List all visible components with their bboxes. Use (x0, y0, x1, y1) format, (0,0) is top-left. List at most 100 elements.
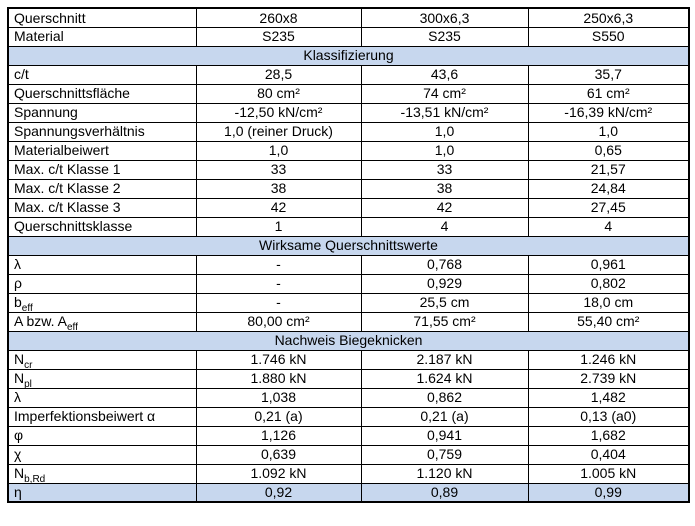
table-row: Max. c/t Klasse 2 38 38 24,84 (7, 178, 690, 199)
table-row: λ 1,038 0,862 1,482 (7, 387, 690, 408)
section-title: Klassifizierung (7, 45, 690, 66)
cell-value: 250x6,3 (527, 7, 690, 28)
cell-value: 0,768 (360, 254, 529, 275)
row-label-text: η (14, 484, 22, 501)
table-row: Materialbeiwert 1,0 1,0 0,65 (7, 140, 690, 161)
row-label-text: χ (14, 446, 22, 463)
cell-value: -13,51 kN/cm² (360, 102, 529, 123)
row-label: Npl (7, 368, 197, 389)
results-table: Querschnitt 260x8 300x6,3 250x6,3 Material S2… (7, 7, 690, 503)
row-label: φ (7, 425, 197, 446)
table-row: A bzw. Aeff 80,00 cm² 71,55 cm² 55,40 cm² (7, 311, 690, 332)
cell-value: 1,682 (527, 425, 690, 446)
cell-value: 260x8 (195, 7, 362, 28)
table-row: Nb,Rd 1.092 kN 1.120 kN 1.005 kN (7, 463, 690, 484)
cell-value: 0,802 (527, 273, 690, 294)
cell-value: 1,0 (reiner Druck) (195, 121, 362, 142)
row-label-text: Querschnittsfläche (14, 85, 130, 102)
row-label: beff (7, 292, 197, 313)
row-label-text: Spannung (14, 104, 78, 121)
cell-value: 2.187 kN (360, 349, 529, 370)
cell-value: 0,929 (360, 273, 529, 294)
row-label: Imperfektionsbeiwert α (7, 406, 197, 427)
cell-value: 1,0 (527, 121, 690, 142)
cell-value: 1,482 (527, 387, 690, 408)
row-label: λ (7, 387, 197, 408)
row-label: χ (7, 444, 197, 465)
table-row: χ 0,639 0,759 0,404 (7, 444, 690, 465)
table-row: Spannung -12,50 kN/cm² -13,51 kN/cm² -16,39… (7, 102, 690, 123)
row-label-subscript: eff (66, 322, 78, 331)
table-row: Max. c/t Klasse 3 42 42 27,45 (7, 197, 690, 218)
row-label: c/t (7, 64, 197, 85)
section-title: Wirksame Querschnittswerte (7, 235, 690, 256)
row-label-text: Imperfektionsbeiwert α (14, 408, 156, 425)
table-row: Spannungsverhältnis 1,0 (reiner Druck) 1,0… (7, 121, 690, 142)
table-row: Max. c/t Klasse 1 33 33 21,57 (7, 159, 690, 180)
cell-value: 1,0 (195, 140, 362, 161)
results-table-container: Querschnitt 260x8 300x6,3 250x6,3 Material S2… (7, 7, 690, 503)
row-label: Max. c/t Klasse 2 (7, 178, 197, 199)
section-header-row: Wirksame Querschnittswerte (7, 235, 690, 256)
cell-value: 38 (195, 178, 362, 199)
row-label: Material (7, 26, 197, 47)
section-header-row: Klassifizierung (7, 45, 690, 66)
row-label-text: Max. c/t Klasse 2 (14, 180, 121, 197)
row-label: Querschnitt (7, 7, 197, 28)
table-row: Querschnitt 260x8 300x6,3 250x6,3 (7, 7, 690, 28)
cell-value: 0,961 (527, 254, 690, 275)
cell-value: 1.092 kN (195, 463, 362, 484)
row-label-subscript: b,Rd (24, 474, 46, 483)
row-label: Spannungsverhältnis (7, 121, 197, 142)
cell-value: 33 (195, 159, 362, 180)
cell-value: 1 (195, 216, 362, 237)
table-row: ρ -0,929 0,802 (7, 273, 690, 294)
cell-value: 38 (360, 178, 529, 199)
cell-value: 1,126 (195, 425, 362, 446)
cell-value: 35,7 (527, 64, 690, 85)
cell-value: 1,0 (360, 121, 529, 142)
table-row: beff -25,5 cm 18,0 cm (7, 292, 690, 313)
row-label: Querschnittsklasse (7, 216, 197, 237)
row-label: Materialbeiwert (7, 140, 197, 161)
cell-value: 33 (360, 159, 529, 180)
row-label-subscript: pl (24, 379, 32, 388)
row-label-subscript: eff (21, 303, 33, 312)
row-label-text: Querschnitt (14, 9, 86, 26)
row-label-text: ρ (14, 275, 22, 292)
table-row: λ -0,768 0,961 (7, 254, 690, 275)
cell-value: 2.739 kN (527, 368, 690, 389)
cell-value: 80 cm² (195, 83, 362, 104)
row-label-text: λ (14, 256, 21, 273)
row-label: Max. c/t Klasse 1 (7, 159, 197, 180)
row-label-text: Max. c/t Klasse 3 (14, 199, 121, 216)
row-label: λ (7, 254, 197, 275)
table-row: Querschnittsfläche 80 cm² 74 cm² 61 cm² (7, 83, 690, 104)
cell-value: S235 (360, 26, 529, 47)
cell-value: 1.005 kN (527, 463, 690, 484)
cell-value: 1,038 (195, 387, 362, 408)
row-label-text: N (14, 465, 25, 482)
cell-value: 0,759 (360, 444, 529, 465)
cell-value: 74 cm² (360, 83, 529, 104)
cell-value: 0,13 (a0) (527, 406, 690, 427)
table-row: Ncr 1.746 kN 2.187 kN 1.246 kN (7, 349, 690, 370)
cell-value: 4 (360, 216, 529, 237)
row-label-text: N (14, 370, 25, 387)
cell-value: 0,65 (527, 140, 690, 161)
cell-value: 0,89 (360, 482, 529, 503)
table-row: Imperfektionsbeiwert α 0,21 (a) 0,21 (a) 0,… (7, 406, 690, 427)
row-label: Ncr (7, 349, 197, 370)
cell-value: 1.246 kN (527, 349, 690, 370)
cell-value: 0,21 (a) (195, 406, 362, 427)
table-row: Material S235 S235 S550 (7, 26, 690, 47)
cell-value: 55,40 cm² (527, 311, 690, 332)
cell-value: 21,57 (527, 159, 690, 180)
row-label-text: c/t (14, 66, 29, 83)
cell-value: 24,84 (527, 178, 690, 199)
cell-value: 71,55 cm² (360, 311, 529, 332)
row-label-subscript: cr (24, 360, 33, 369)
row-label: ρ (7, 273, 197, 294)
row-label: Max. c/t Klasse 3 (7, 197, 197, 218)
